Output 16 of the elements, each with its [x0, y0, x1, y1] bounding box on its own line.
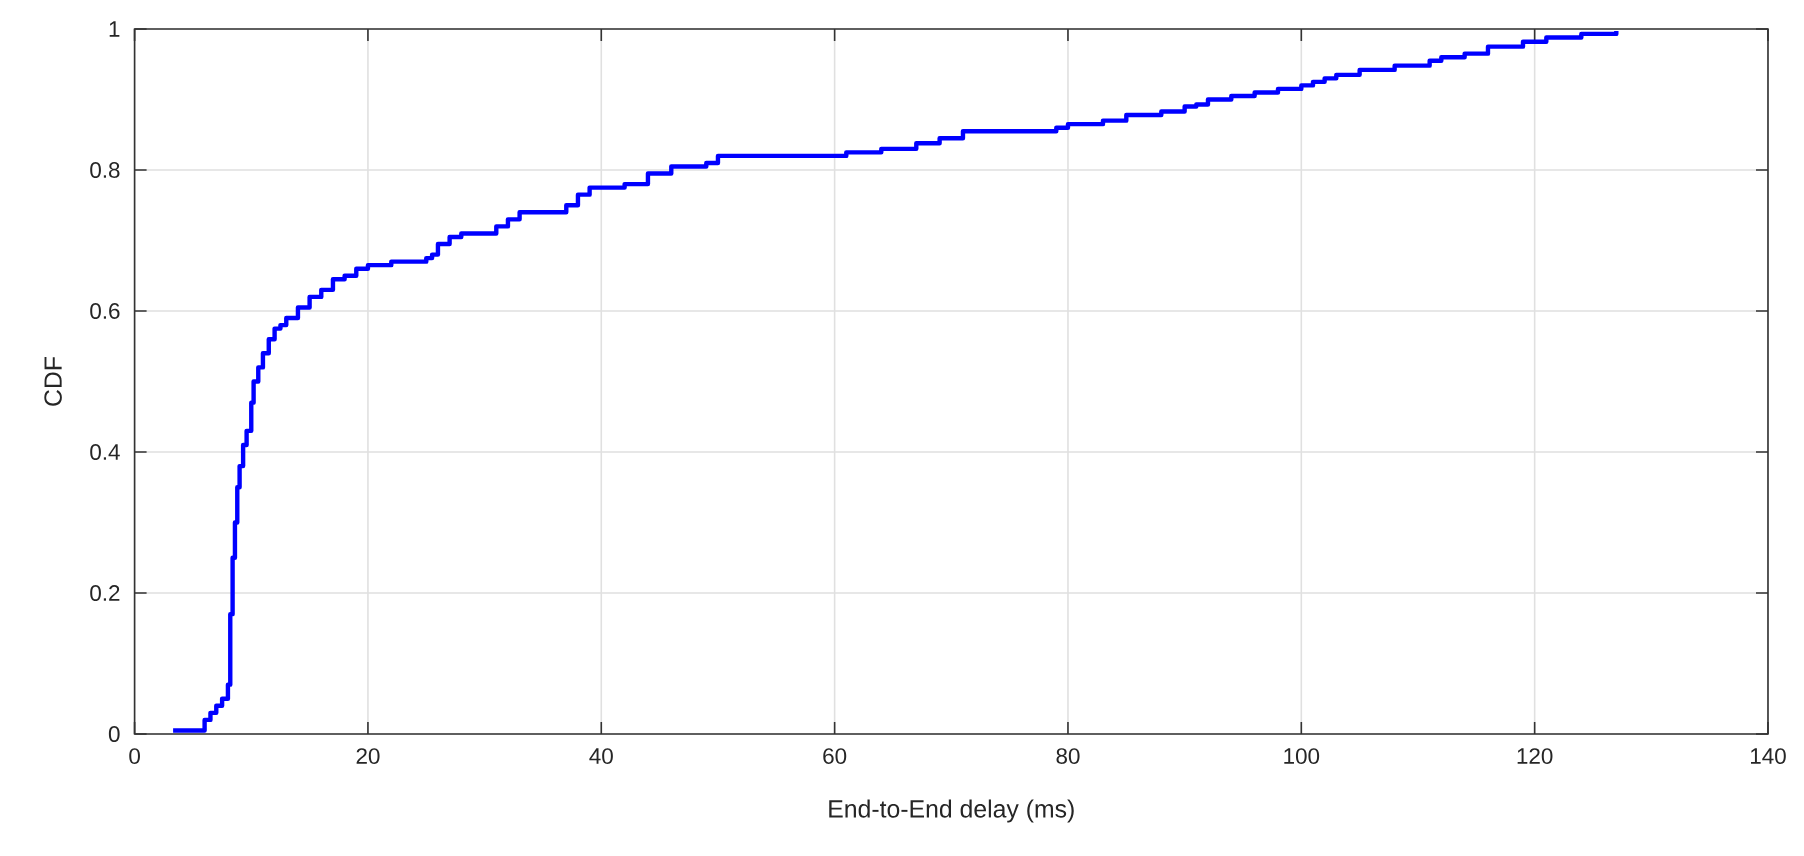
y-tick-label: 1 — [109, 21, 120, 37]
y-tick-label: 0.2 — [90, 585, 120, 601]
x-tick-label: 120 — [1517, 748, 1553, 764]
x-tick-label: 80 — [1056, 748, 1080, 764]
x-tick-label: 60 — [823, 748, 847, 764]
x-tick-label: 100 — [1284, 748, 1320, 764]
y-axis-title: CDF — [44, 357, 62, 406]
x-tick-label: 140 — [1751, 748, 1786, 764]
y-tick-label: 0.6 — [90, 303, 120, 319]
y-tick-label: 0.8 — [90, 162, 120, 178]
x-tick-label: 20 — [356, 748, 380, 764]
x-tick-label: 0 — [129, 748, 140, 764]
x-axis-title: End-to-End delay (ms) — [829, 799, 1074, 823]
x-tick-label: 40 — [589, 748, 613, 764]
y-tick-label: 0.4 — [90, 444, 120, 460]
y-tick-label: 0 — [108, 726, 120, 742]
